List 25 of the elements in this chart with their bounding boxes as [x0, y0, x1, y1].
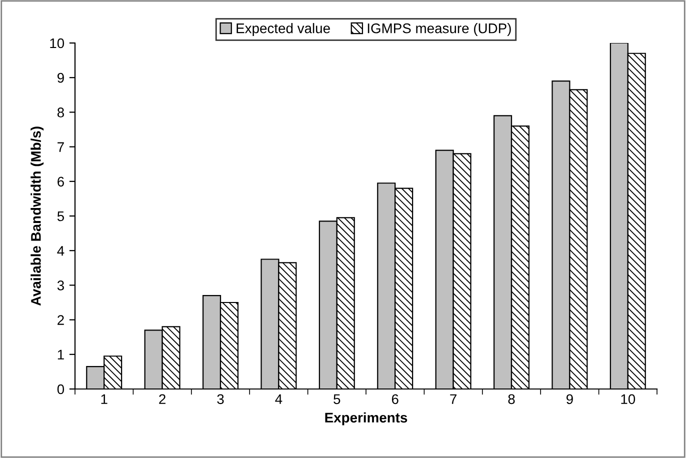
x-axis-title: Experiments [325, 412, 408, 426]
y-tick-label: 5 [57, 211, 64, 222]
y-tick-label: 6 [58, 176, 64, 187]
y-tick-label: 8 [57, 108, 64, 118]
y-tick-label: 10 [50, 38, 64, 48]
x-tick-label: 2 [159, 394, 166, 404]
y-tick-label: 7 [58, 142, 64, 152]
x-tick-label: 6 [392, 394, 398, 404]
x-tick-label: 4 [275, 394, 282, 404]
x-tick-label: 8 [508, 394, 515, 404]
legend-label: Expected value [236, 23, 330, 36]
x-tick-label: 3 [217, 394, 224, 404]
y-tick-label: 4 [57, 246, 64, 256]
x-tick-label: 9 [566, 394, 573, 404]
y-axis-title: Available Bandwidth (Mb/s) [30, 126, 44, 306]
y-tick-label: 2 [58, 315, 64, 325]
y-tick-label: 0 [57, 384, 64, 394]
y-tick-label: 9 [58, 72, 64, 83]
y-tick-label: 1 [58, 350, 64, 360]
x-tick-label: 5 [334, 394, 340, 404]
x-tick-label: 7 [450, 394, 456, 404]
legend-label: IGMPS measure (UDP) [368, 23, 511, 36]
x-tick-label: 1 [101, 394, 108, 404]
y-tick-label: 3 [57, 280, 64, 290]
x-tick-label: 10 [621, 394, 636, 404]
